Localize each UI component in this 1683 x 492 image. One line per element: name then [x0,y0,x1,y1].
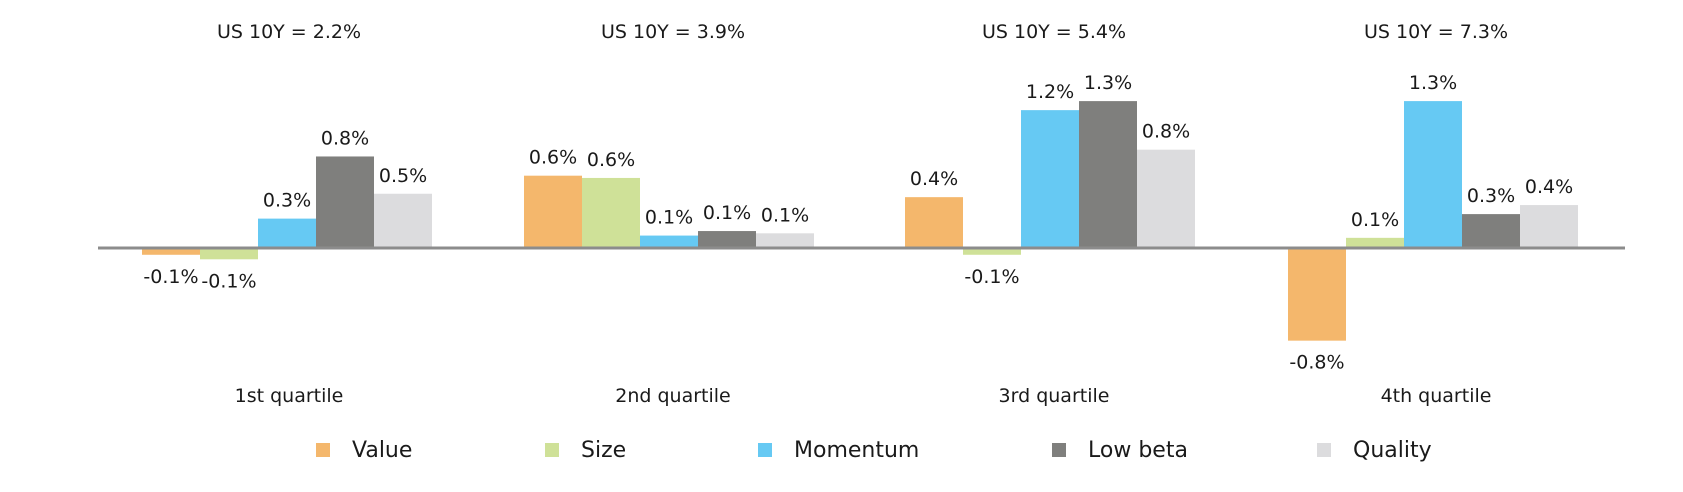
data-label: 0.1% [645,207,693,229]
x-tick-label: 1st quartile [235,385,344,407]
bar-value [1288,248,1346,341]
legend-label: Low beta [1088,437,1188,463]
data-label: 0.3% [1467,185,1515,207]
data-label: 0.4% [1525,176,1573,198]
bar-momentum [640,235,698,248]
legend-item: Size [545,432,626,468]
bar-value [142,248,200,255]
legend-swatch [1052,443,1066,457]
data-label: 0.3% [263,190,311,212]
data-label: -0.8% [1289,352,1344,374]
bar-quality [1137,149,1195,248]
bar-size [963,248,1021,255]
legend-item: Value [316,432,412,468]
bar-low-beta [316,156,374,248]
group-header: US 10Y = 5.4% [982,21,1126,43]
data-label: 0.8% [1142,121,1190,143]
legend-label: Momentum [794,437,920,463]
x-tick-label: 2nd quartile [615,385,730,407]
bar-quality [374,193,432,248]
legend-label: Value [352,437,413,463]
legend-swatch [1317,443,1331,457]
chart-legend: Value Size Momentum Low beta Quality [0,432,1683,468]
bar-value [524,175,582,248]
factor-returns-chart: US 10Y = 2.2% US 10Y = 3.9% US 10Y = 5.4% U… [98,21,1625,407]
data-label: 0.6% [529,147,577,169]
bar-momentum [258,218,316,248]
group-header: US 10Y = 2.2% [217,21,361,43]
group-header: US 10Y = 3.9% [601,21,745,43]
bar-size [200,248,258,260]
x-tick-label: 4th quartile [1381,385,1492,407]
data-label: 0.5% [379,165,427,187]
bar-low-beta [1079,101,1137,248]
bar-value [905,197,963,248]
legend-swatch [316,443,330,457]
bar-quality [756,233,814,248]
data-label: 0.1% [703,202,751,224]
data-label: 0.1% [1351,209,1399,231]
bar-low-beta [698,231,756,248]
bar-quality [1520,205,1578,248]
legend-swatch [758,443,772,457]
legend-item: Low beta [1052,432,1188,468]
data-label: 0.6% [587,149,635,171]
bar-size [1346,237,1404,248]
legend-swatch [545,443,559,457]
data-label: 1.3% [1084,72,1132,94]
legend-item: Quality [1317,432,1432,468]
bar-momentum [1021,110,1079,248]
legend-label: Size [581,437,627,463]
data-label: -0.1% [964,266,1019,288]
data-label: -0.1% [201,270,256,292]
data-label: 0.1% [761,204,809,226]
data-label: 0.8% [321,127,369,149]
data-label: 0.4% [910,168,958,190]
bar-momentum [1404,101,1462,248]
group-header: US 10Y = 7.3% [1364,21,1508,43]
x-tick-label: 3rd quartile [999,385,1110,407]
data-label: 1.2% [1026,81,1074,103]
legend-item: Momentum [758,432,919,468]
data-label: 1.3% [1409,72,1457,94]
bar-low-beta [1462,214,1520,248]
bar-size [582,177,640,248]
legend-label: Quality [1353,437,1432,463]
data-label: -0.1% [143,266,198,288]
